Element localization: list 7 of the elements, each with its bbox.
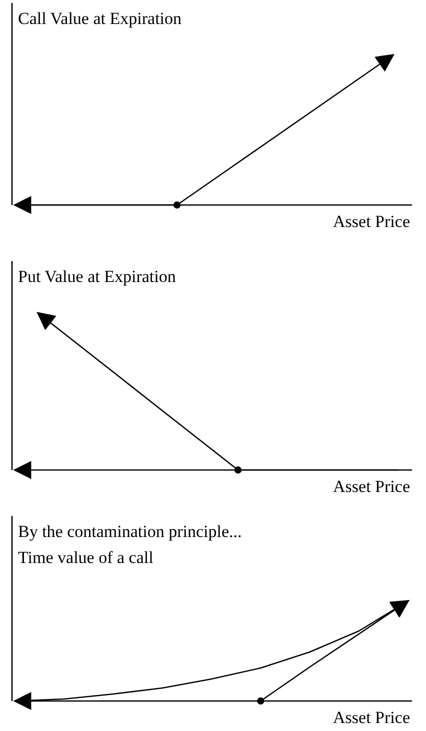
x-axis-title: Asset Price [333, 212, 410, 231]
chart-title: By the contamination principle... [18, 522, 242, 541]
chart-title: Put Value at Expiration [18, 267, 176, 286]
x-axis-title: Asset Price [333, 708, 410, 727]
chart-title: Call Value at Expiration [18, 9, 182, 28]
chart-subtitle: Time value of a call [18, 548, 154, 567]
x-axis-title: Asset Price [333, 477, 410, 496]
